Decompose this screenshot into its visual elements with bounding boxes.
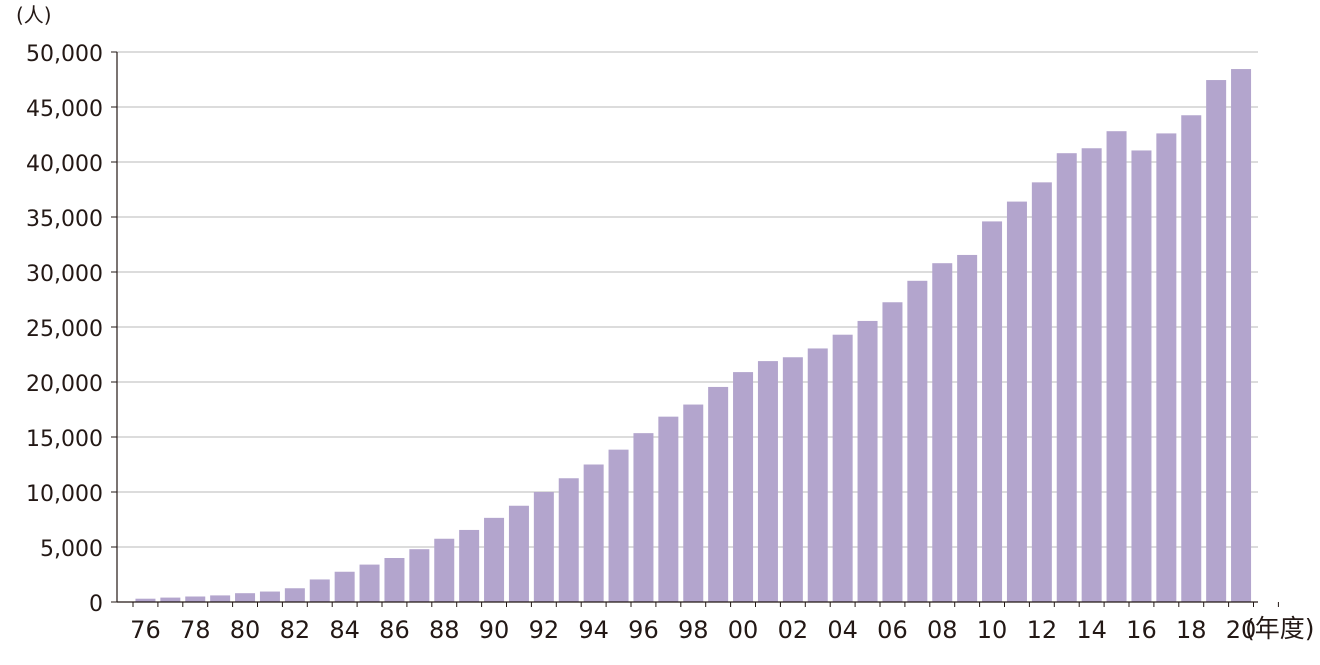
- bar-84: [334, 571, 355, 602]
- x-tick-label: 98: [678, 616, 709, 644]
- bar-04: [832, 334, 853, 602]
- y-tick-label: 50,000: [26, 42, 103, 67]
- x-tick-label: 78: [180, 616, 211, 644]
- y-tick-label: 20,000: [26, 372, 103, 397]
- bar-95: [608, 449, 629, 602]
- bar-98: [683, 404, 704, 602]
- y-tick-label: 5,000: [40, 537, 103, 562]
- y-tick-label: 35,000: [26, 207, 103, 232]
- bar-16: [1131, 150, 1152, 602]
- x-tick-label: 12: [1027, 616, 1058, 644]
- bar-11: [1006, 201, 1027, 602]
- y-tick-label: 25,000: [26, 317, 103, 342]
- bar-77: [160, 597, 181, 602]
- bar-79: [210, 595, 231, 602]
- bar-86: [384, 558, 405, 602]
- bar-09: [957, 254, 978, 602]
- x-tick-label: 80: [230, 616, 261, 644]
- bar-05: [857, 320, 878, 602]
- bar-97: [658, 416, 679, 602]
- y-tick-label: 15,000: [26, 427, 103, 452]
- x-tick-label: 84: [329, 616, 360, 644]
- x-tick-label: 10: [977, 616, 1008, 644]
- bar-78: [185, 596, 206, 602]
- bar-07: [907, 280, 928, 602]
- x-tick-label: 06: [877, 616, 908, 644]
- bars: [135, 69, 1252, 603]
- y-tick-label: 0: [89, 592, 103, 617]
- bar-94: [583, 464, 604, 602]
- x-tick-label: 96: [628, 616, 659, 644]
- x-tick-label: 76: [130, 616, 161, 644]
- x-tick-label: 18: [1176, 616, 1207, 644]
- bar-92: [533, 492, 554, 602]
- x-tick-label: 04: [827, 616, 858, 644]
- bar-99: [708, 386, 729, 602]
- bar-80: [235, 593, 256, 602]
- bar-93: [558, 478, 579, 602]
- grid-lines: [117, 51, 1258, 548]
- bar-12: [1031, 182, 1052, 602]
- bar-13: [1056, 153, 1077, 602]
- y-tick-label: 45,000: [26, 97, 103, 122]
- x-tick-labels: 76 78 80 82 84 86 88 90 92 94 96 98 00 02 04 06 08 10 12 14…: [130, 602, 1279, 644]
- y-tick-label: 10,000: [26, 482, 103, 507]
- x-tick-label: 14: [1076, 616, 1107, 644]
- bar-00: [733, 372, 754, 602]
- bar-82: [284, 588, 305, 602]
- x-tick-label: 86: [379, 616, 410, 644]
- bar-19: [1206, 80, 1227, 603]
- x-tick-label: 88: [429, 616, 460, 644]
- x-tick-label: 16: [1126, 616, 1157, 644]
- x-tick-label: 92: [529, 616, 560, 644]
- bar-18: [1181, 115, 1202, 602]
- bar-96: [633, 433, 654, 602]
- y-tick-label: 30,000: [26, 262, 103, 287]
- x-axis-unit-label: (年度): [1245, 614, 1315, 643]
- bar-15: [1106, 131, 1127, 602]
- bar-91: [508, 505, 529, 602]
- bar-76: [135, 598, 156, 602]
- y-tick-labels: 0 5,000 10,000 15,000 20,000 25,000 30,000 35,0…: [26, 42, 117, 617]
- x-tick-label: 02: [778, 616, 809, 644]
- bar-06: [882, 302, 903, 602]
- x-tick-label: 08: [927, 616, 958, 644]
- bar-83: [309, 579, 330, 602]
- y-tick-label: 40,000: [26, 152, 103, 177]
- bar-01: [757, 361, 778, 602]
- bar-88: [434, 538, 455, 602]
- bar-14: [1081, 148, 1102, 602]
- bar-17: [1156, 133, 1177, 602]
- bar-81: [259, 591, 280, 602]
- bar-03: [807, 348, 828, 602]
- x-tick-label: 82: [280, 616, 311, 644]
- bar-89: [459, 529, 480, 602]
- bar-02: [782, 357, 803, 602]
- bar-87: [409, 549, 430, 602]
- bar-08: [932, 263, 953, 602]
- x-tick-label: 00: [728, 616, 759, 644]
- bar-90: [484, 517, 505, 602]
- bar-20: [1231, 69, 1252, 603]
- bar-10: [982, 221, 1003, 602]
- y-axis-unit-label: (人): [16, 3, 52, 27]
- bar-85: [359, 564, 380, 602]
- x-tick-label: 94: [578, 616, 609, 644]
- x-tick-label: 90: [479, 616, 510, 644]
- x-tick-label: 20: [1226, 616, 1257, 644]
